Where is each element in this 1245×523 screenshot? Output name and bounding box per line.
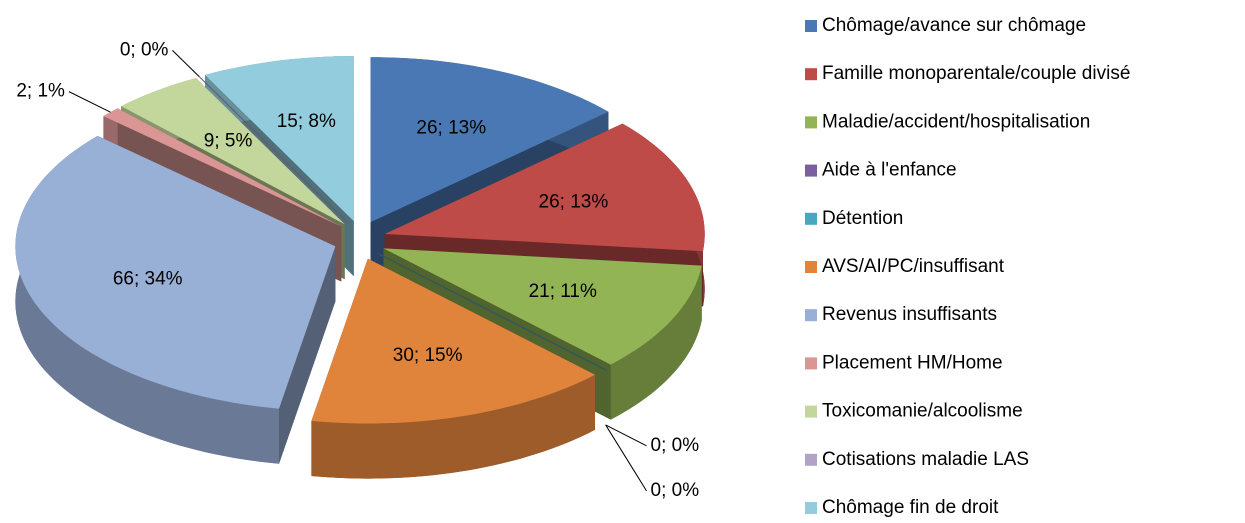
slice-side [278,246,336,464]
legend-swatch [805,502,817,514]
leader-line [605,424,647,492]
leader-line [68,91,111,113]
legend-label: Maladie/accident/hospitalisation [822,111,1090,132]
legend-swatch [805,309,817,322]
data-label: 30; 15% [393,345,463,366]
legend-swatch [805,261,817,273]
legend-label: Toxicomanie/alcoolisme [822,401,1023,422]
legend-swatch [805,212,817,225]
data-label: 0; 0% [120,39,169,60]
pie [15,56,705,479]
legend-swatch [805,116,817,129]
legend-swatch [805,453,817,466]
legend-label: Famille monoparentale/couple divisé [822,63,1130,84]
slice-top [370,57,609,223]
slice-top [378,253,606,371]
data-label: 21; 11% [529,281,597,302]
slice-top [15,135,336,409]
data-label: 15; 8% [277,111,336,132]
data-label: 66; 34% [113,269,183,290]
legend: Chômage/avance sur chômage Famille monopa… [805,15,1130,518]
legend-swatch [805,68,817,81]
legend-label: Revenus insuffisants [822,304,997,325]
legend-swatch [805,164,817,177]
data-label: 26; 13% [539,191,609,212]
slice-top [205,56,354,222]
data-label: 2; 1% [16,81,65,102]
legend-label: Chômage/avance sur chômage [822,15,1086,36]
slice [311,258,596,479]
legend-label: Détention [822,208,903,229]
legend-label: Chômage fin de droit [822,497,999,518]
data-labels: 26; 13% 26; 13% 21; 11% 0; 0% 0; 0% 30; 15% 66… [16,39,699,501]
slice-top [198,76,349,224]
slice-top [383,248,702,365]
legend-label: Cotisations maladie LAS [822,449,1029,470]
slice-edge [311,374,596,479]
slice [198,76,349,224]
slice [378,253,606,371]
legend-swatch [805,20,817,32]
slice-edge [15,135,280,464]
legend-swatch [805,357,817,370]
legend-label: Aide à l'enfance [822,160,957,181]
slice-top [121,78,345,225]
slice-top [384,123,705,252]
slice [15,135,336,464]
leader-line [172,49,200,77]
slice-edge [610,265,702,420]
slice-top [311,258,595,424]
legend-label: AVS/AI/PC/insuffisant [822,256,1005,277]
slice-top [103,108,342,227]
data-label: 9; 5% [204,130,253,151]
data-label: 26; 13% [416,118,486,139]
leader-line [605,424,647,447]
data-label: 0; 0% [651,480,700,501]
legend-label: Placement HM/Home [822,352,1003,373]
legend-swatch [805,405,817,418]
data-label: 0; 0% [651,435,700,456]
